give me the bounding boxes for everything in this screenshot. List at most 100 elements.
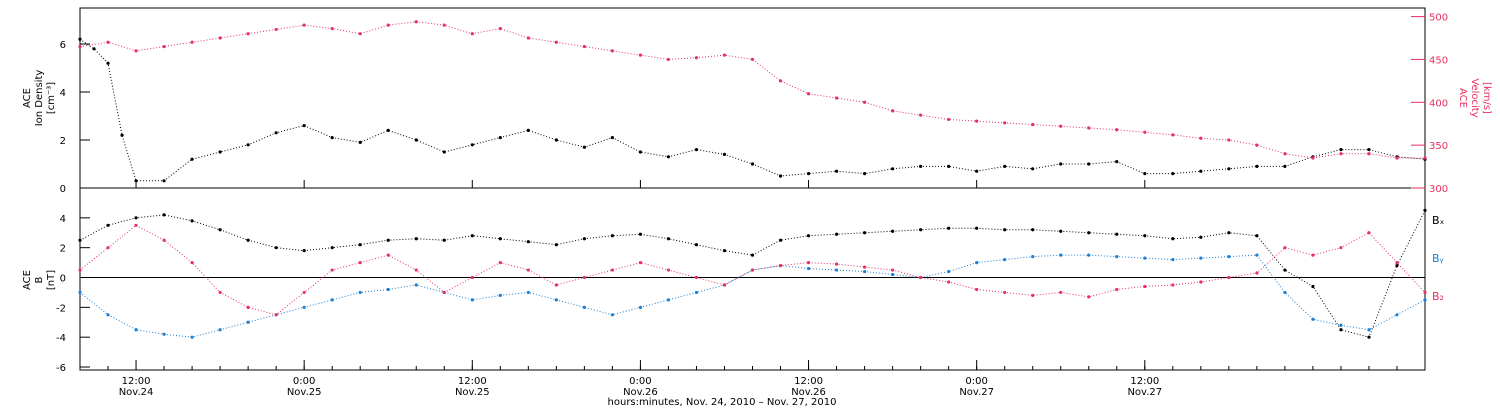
top-right-tick-label: 350 <box>1429 141 1448 152</box>
x-axis: 12:00Nov.240:00Nov.2512:00Nov.250:00Nov.… <box>79 180 1426 398</box>
bottom-left-tick-label: 4 <box>60 214 66 225</box>
velocity-point <box>1283 152 1287 156</box>
bz-point <box>386 253 390 257</box>
by-point <box>190 335 194 339</box>
velocity-point <box>1423 156 1427 160</box>
bz-point <box>1031 293 1035 298</box>
x-tick-date: Nov.26 <box>791 387 826 398</box>
top-left-tick-label: 4 <box>60 88 66 99</box>
velocity-point <box>498 26 502 31</box>
top-left-tick-label: 6 <box>60 40 66 51</box>
velocity-point <box>414 20 418 24</box>
x-tick-date: Nov.26 <box>623 387 658 398</box>
by-point <box>1087 253 1091 257</box>
velocity-point <box>274 27 278 32</box>
bx-point <box>358 243 362 247</box>
by-point <box>694 290 699 295</box>
legend-bz: B₂ <box>1432 290 1444 303</box>
by-point <box>526 290 530 295</box>
ion-density-point <box>806 172 811 176</box>
bx-point <box>638 232 643 236</box>
bx-point <box>1171 237 1175 241</box>
bx-point <box>919 228 923 232</box>
x-tick-time: 12:00 <box>794 376 823 387</box>
by-point <box>1059 253 1063 257</box>
bottom-left-tick-label: -2 <box>56 303 66 314</box>
bx-point <box>862 231 867 235</box>
by-point <box>834 268 839 272</box>
bz-point <box>134 223 138 227</box>
top-right-tick-label: 450 <box>1429 55 1448 66</box>
velocity-point <box>218 36 222 40</box>
top-right-ylabel: ACE Velocity [km/s] <box>1457 78 1492 117</box>
by-point <box>610 313 614 317</box>
bz-point <box>919 275 923 280</box>
bz-point <box>526 268 530 272</box>
x-tick-date: Nov.27 <box>959 387 994 398</box>
ion-density-point <box>1031 167 1035 171</box>
by-point <box>582 305 586 309</box>
ion-density-point <box>358 140 362 144</box>
velocity-point <box>975 119 979 123</box>
velocity-point <box>891 109 895 113</box>
x-axis-label: hours:minutes, Nov. 24, 2010 – Nov. 27, … <box>608 397 837 408</box>
velocity-point <box>1031 122 1035 127</box>
bx-point <box>498 237 502 241</box>
bottom-left-tick-label: 2 <box>60 244 66 255</box>
x-tick-time: 12:00 <box>458 376 487 387</box>
ion-density-point <box>218 150 222 154</box>
velocity-point <box>1059 124 1063 128</box>
x-tick-date: Nov.24 <box>119 387 154 398</box>
velocity-point <box>442 23 446 27</box>
bz-point <box>806 260 811 265</box>
bx-point <box>1227 231 1231 235</box>
velocity-point <box>1367 152 1371 156</box>
ion-density-point <box>1255 164 1259 168</box>
top-right-ylabel-line3: [km/s] <box>1481 82 1492 114</box>
velocity-point <box>302 23 306 27</box>
by-point <box>470 298 474 302</box>
bx-point <box>554 243 558 247</box>
bottom-left-ylabel: ACE B [nT] <box>22 270 57 290</box>
by-point <box>358 290 362 295</box>
by-point <box>386 287 390 292</box>
bz-point <box>694 275 699 280</box>
bx-point <box>806 234 811 238</box>
ion-density-point <box>1339 148 1343 152</box>
by-point <box>975 260 979 265</box>
velocity-point <box>386 23 390 27</box>
top-left-tick-label: 0 <box>60 184 66 195</box>
by-point <box>1311 317 1315 321</box>
x-tick-time: 0:00 <box>293 376 315 387</box>
bz-point <box>862 265 867 269</box>
bz-series-line <box>79 224 1426 316</box>
legend-by: Bᵧ <box>1432 252 1444 265</box>
x-tick-date: Nov.25 <box>287 387 322 398</box>
velocity-point <box>862 100 867 104</box>
top-series-group <box>78 20 1427 183</box>
bottom-left-tick-label: -6 <box>56 363 66 374</box>
velocity-point <box>554 40 558 44</box>
by-point <box>162 332 166 336</box>
bx-point <box>414 237 418 241</box>
top-right-tick-label: 400 <box>1429 98 1448 109</box>
bx-point <box>274 246 278 250</box>
top-left-ylabel-line1: ACE <box>22 88 33 108</box>
bottom-panel-frame <box>79 187 1426 371</box>
ion-density-point <box>1087 162 1091 166</box>
bx-point <box>442 238 446 242</box>
bz-point <box>638 260 643 265</box>
velocity-point <box>1255 143 1259 147</box>
x-tick-date: Nov.27 <box>1127 387 1162 398</box>
bx-point <box>666 237 671 241</box>
by-point <box>1003 258 1007 262</box>
bz-point <box>190 260 194 265</box>
bx-point <box>470 234 474 238</box>
bz-point <box>358 260 362 265</box>
velocity-point <box>78 44 82 49</box>
bz-point <box>1395 260 1399 265</box>
velocity-point <box>582 44 586 49</box>
velocity-point <box>1171 133 1175 137</box>
velocity-point <box>1115 128 1119 132</box>
velocity-point <box>106 40 110 44</box>
